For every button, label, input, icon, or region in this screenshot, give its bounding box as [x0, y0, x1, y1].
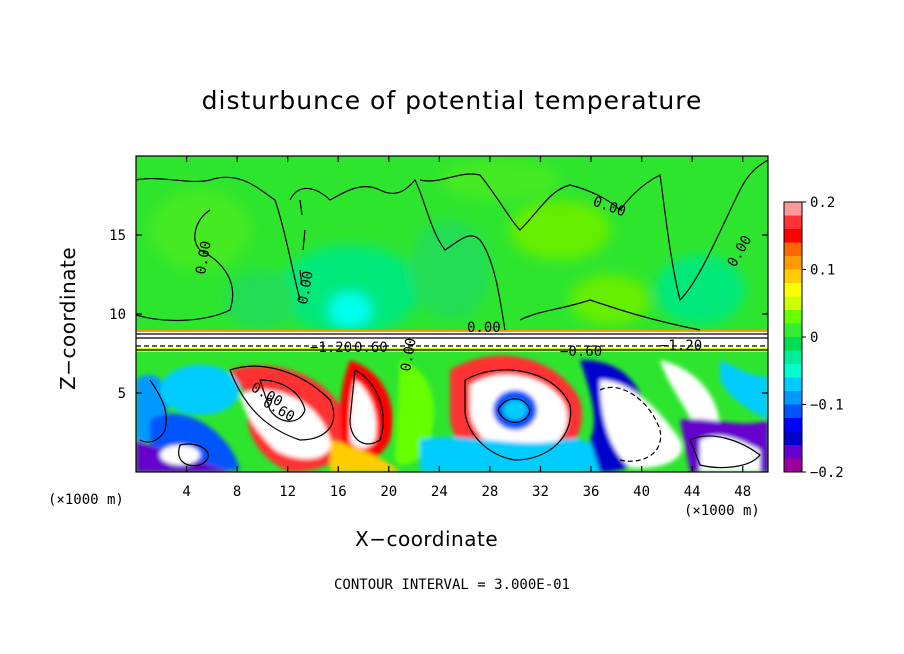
- y-tick-label: 10: [109, 307, 126, 323]
- contour-label: 0.00: [398, 337, 420, 373]
- colorbar-swatch: [784, 269, 802, 284]
- contour-label: 0.00: [295, 270, 317, 306]
- colorbar-swatch: [784, 337, 802, 351]
- chart-title: disturbunce of potential temperature: [201, 86, 703, 115]
- colorbar-swatch: [784, 229, 802, 243]
- colorbar-swatch: [784, 296, 802, 311]
- x-axis-unit: (×1000 m): [684, 503, 760, 519]
- y-axis-ticks: 5 10 15: [109, 228, 768, 402]
- x-tick-label: 44: [684, 484, 701, 500]
- x-tick-label: 40: [633, 484, 650, 500]
- x-tick-label: 8: [233, 484, 241, 500]
- contour-interval-note: CONTOUR INTERVAL = 3.000E-01: [333, 577, 570, 593]
- x-tick-label: 48: [734, 484, 751, 500]
- colorbar-swatch: [784, 431, 802, 446]
- colorbar-swatch: [784, 256, 802, 270]
- contour-labels: 0.00 0.00 0.00 0.00 0.00 −1.20 0.60 0.60…: [193, 194, 755, 426]
- contour-lines: [136, 159, 768, 469]
- x-axis-ticks: 4 8 12 16 20 24 28 32 36 40 44 48: [182, 156, 751, 500]
- contour-label: 0.00: [467, 320, 501, 336]
- colorbar-ticks: 0.2 0.1 0 −0.1 −0.2: [802, 195, 844, 481]
- x-tick-label: 4: [182, 484, 190, 500]
- contour-label: −1.20: [660, 338, 702, 354]
- x-tick-label: 36: [583, 484, 600, 500]
- x-tick-label: 32: [532, 484, 549, 500]
- contour-label: −1.20: [310, 340, 352, 356]
- upper-field-variations: [150, 160, 745, 335]
- contour-label: 0.00: [193, 240, 215, 276]
- colorbar-swatch: [784, 377, 802, 392]
- x-tick-label: 16: [330, 484, 347, 500]
- colorbar-swatch: [784, 202, 802, 216]
- y-tick-label: 5: [118, 386, 126, 402]
- colorbar-swatch: [784, 283, 802, 297]
- x-tick-label: 24: [431, 484, 448, 500]
- y-axis-unit: (×1000 m): [48, 492, 124, 508]
- colorbar-tick-label: 0.2: [810, 195, 835, 211]
- colorbar: [783, 201, 803, 473]
- colorbar-swatch: [784, 323, 802, 338]
- x-axis-label: X−coordinate: [355, 527, 499, 551]
- x-tick-label: 20: [380, 484, 397, 500]
- contour-label: 0.60: [354, 340, 388, 356]
- contour-label: −0.60: [560, 344, 602, 360]
- colorbar-swatch: [784, 310, 802, 324]
- colorbar-tick-label: −0.2: [810, 465, 844, 481]
- lower-field-eddies: [136, 355, 768, 472]
- colorbar-swatch: [784, 364, 802, 378]
- colorbar-tick-label: 0: [810, 330, 818, 346]
- colorbar-swatch: [784, 404, 802, 419]
- colorbar-swatch: [784, 391, 802, 405]
- y-tick-label: 15: [109, 228, 126, 244]
- colorbar-swatch: [784, 418, 802, 432]
- x-tick-label: 12: [279, 484, 296, 500]
- x-tick-label: 28: [481, 484, 498, 500]
- colorbar-swatch: [784, 215, 802, 230]
- colorbar-swatch: [784, 445, 802, 459]
- colorbar-swatch: [784, 458, 802, 473]
- plot-area: [136, 156, 768, 472]
- colorbar-swatch: [784, 350, 802, 365]
- y-axis-label: Z−coordinate: [56, 246, 80, 390]
- colorbar-tick-label: 0.1: [810, 263, 835, 279]
- colorbar-tick-label: −0.1: [810, 398, 844, 414]
- colorbar-swatch: [784, 242, 802, 257]
